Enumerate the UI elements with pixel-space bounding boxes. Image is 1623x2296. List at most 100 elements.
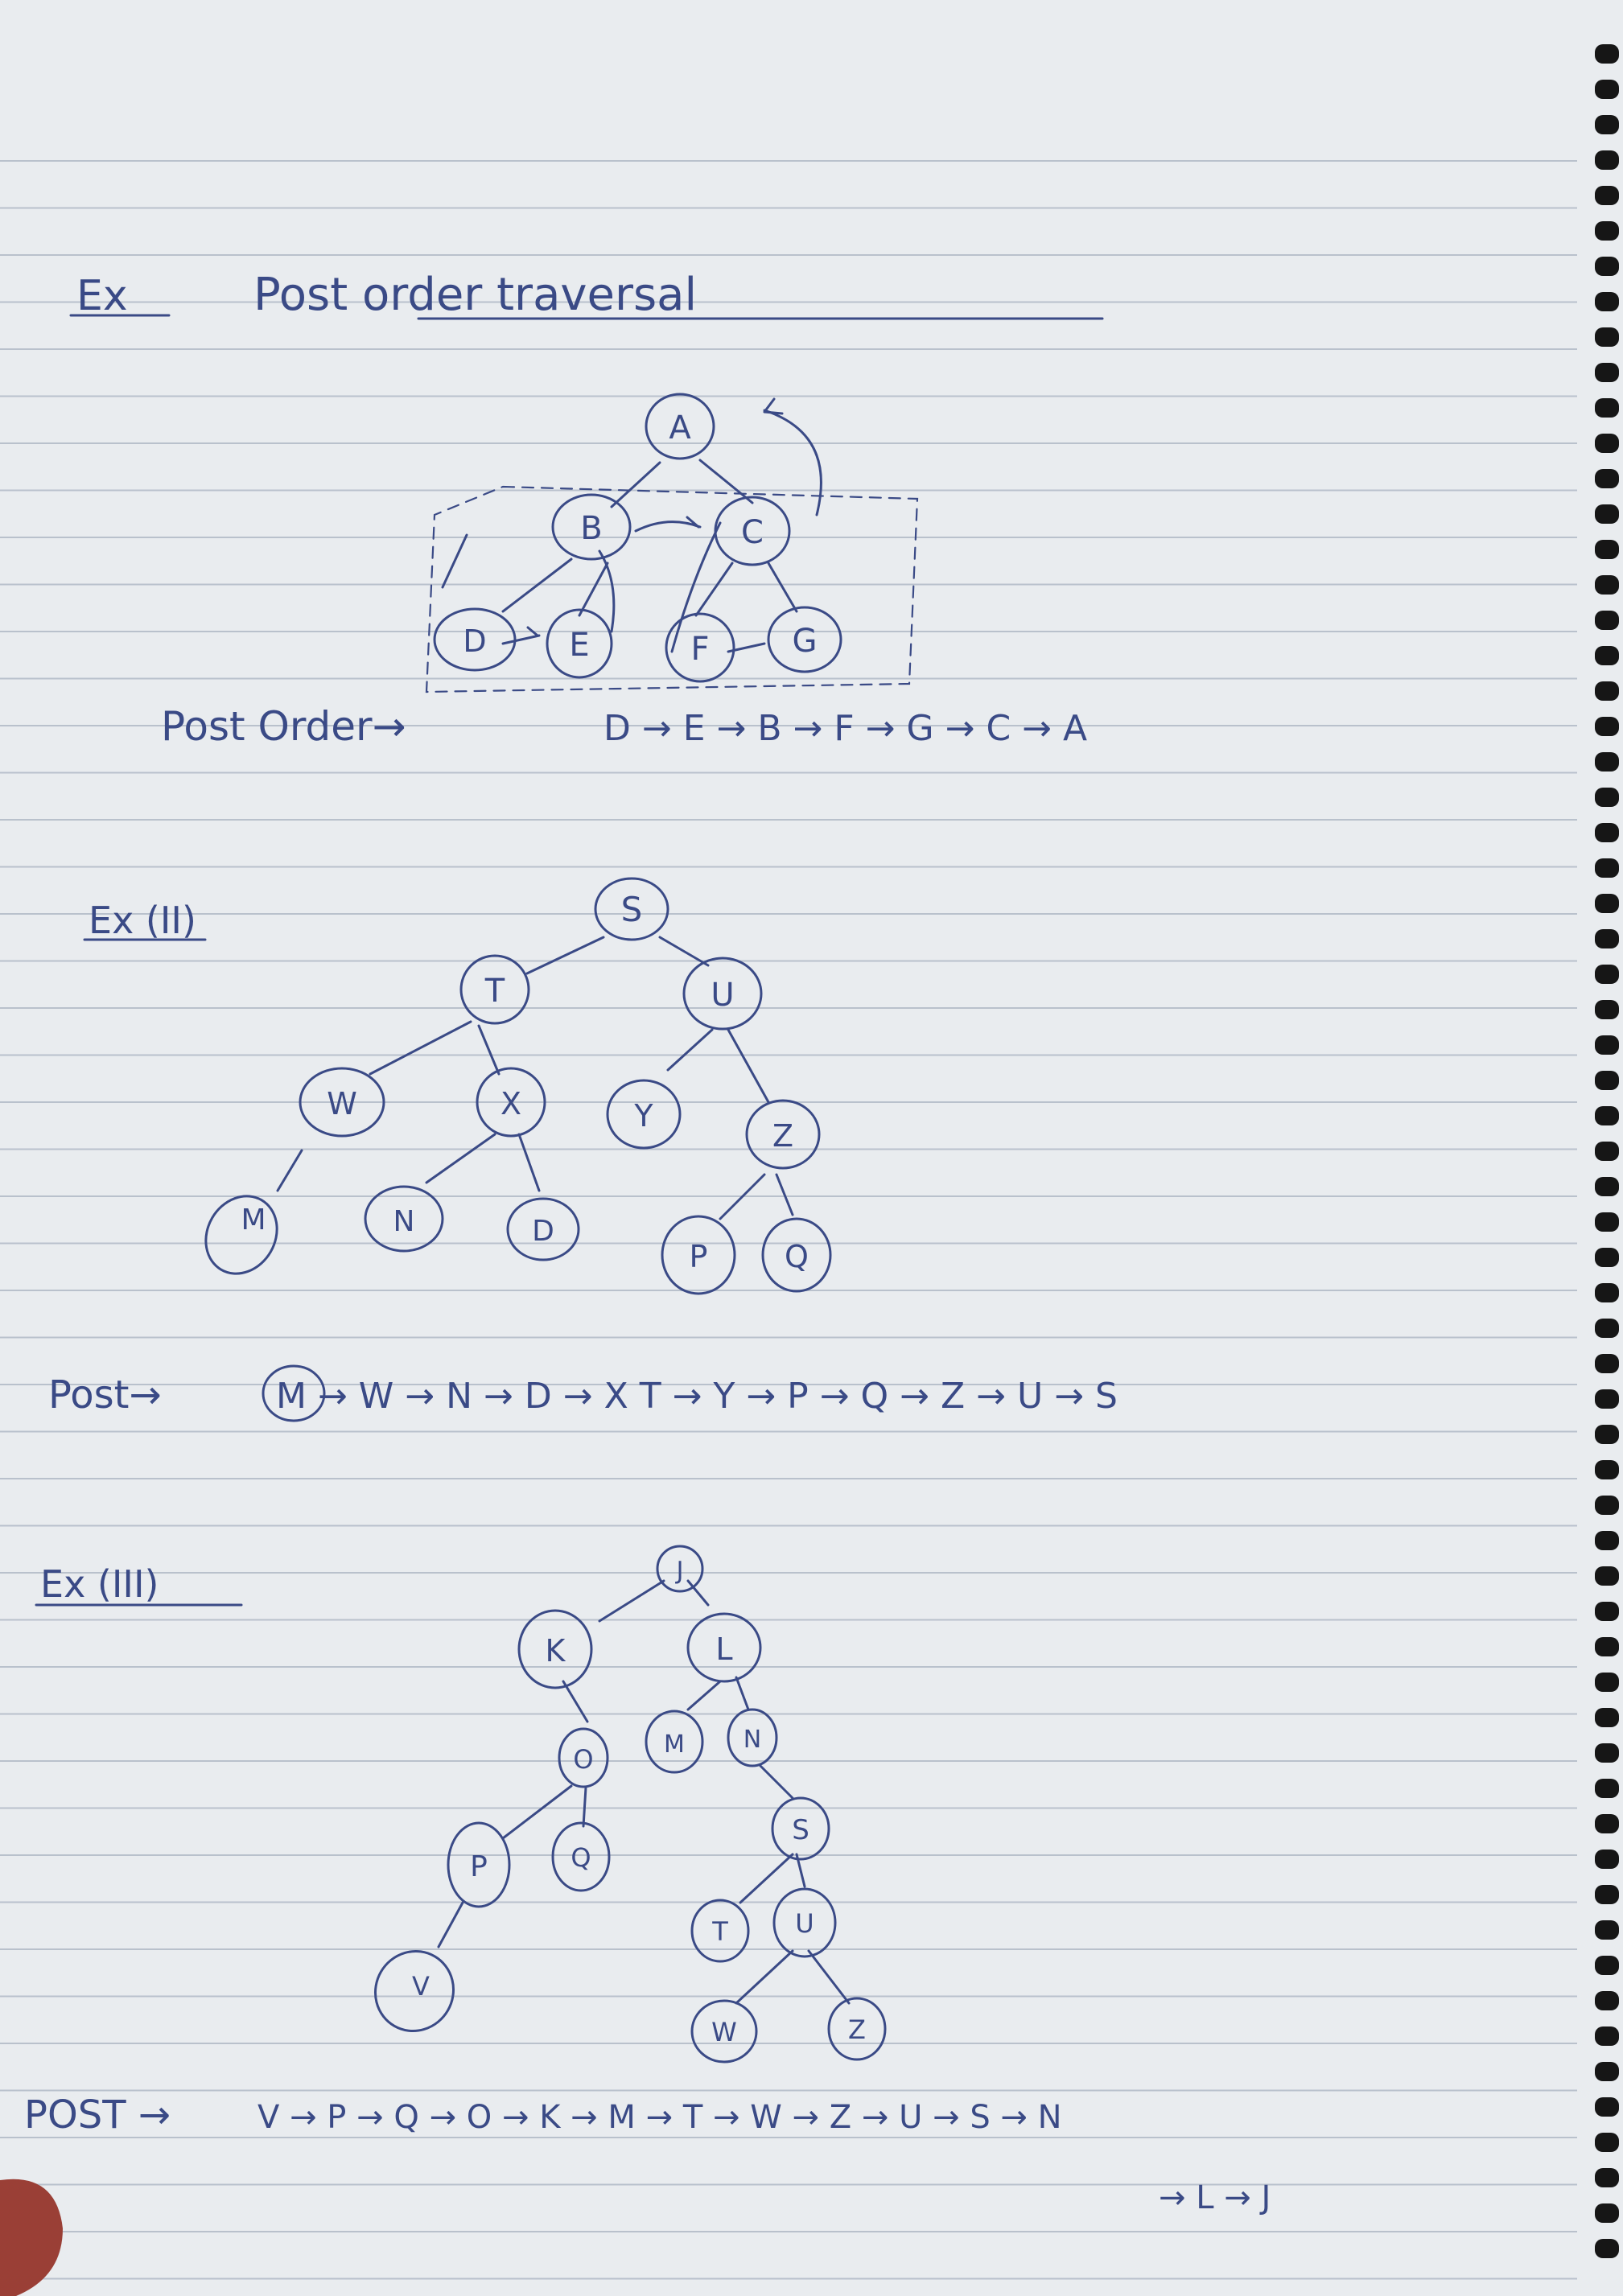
traversal-3-label: POST → xyxy=(24,2092,171,2138)
tree3-node-z: Z xyxy=(827,1997,887,2061)
spiral-hole xyxy=(1595,1566,1619,1586)
spiral-hole xyxy=(1595,1637,1619,1656)
svg-text:P: P xyxy=(470,1850,488,1883)
spiral-hole xyxy=(1595,717,1619,736)
tree1-node-d: D xyxy=(433,607,517,672)
spiral-hole xyxy=(1595,788,1619,807)
spiral-hole xyxy=(1595,2239,1619,2258)
svg-text:L: L xyxy=(715,1631,732,1667)
spiral-hole xyxy=(1595,1496,1619,1515)
tree2-node-z: Z xyxy=(745,1099,821,1170)
tree1-node-e: E xyxy=(546,608,613,679)
tree3-node-l: L xyxy=(686,1612,762,1683)
spiral-hole xyxy=(1595,1106,1619,1125)
spiral-hole xyxy=(1595,221,1619,241)
tree3-node-k: K xyxy=(517,1609,593,1689)
tree3-node-u: U xyxy=(772,1887,837,1958)
spiral-hole xyxy=(1595,1248,1619,1267)
svg-text:P: P xyxy=(690,1239,708,1274)
tree2-node-x: X xyxy=(476,1067,546,1138)
spiral-hole xyxy=(1595,611,1619,630)
spiral-hole xyxy=(1595,965,1619,984)
tree3-node-t: T xyxy=(690,1899,750,1963)
spiral-hole xyxy=(1595,575,1619,595)
tree3-node-p: P xyxy=(447,1821,511,1908)
traversal-3-sequence: V → P → Q → O → K → M → T → W → Z → U → … xyxy=(257,2099,1062,2136)
spiral-hole xyxy=(1595,894,1619,913)
tree3-node-s: S xyxy=(771,1796,830,1861)
spiral-hole xyxy=(1595,1673,1619,1692)
tree3-node-j: J xyxy=(656,1545,704,1593)
spiral-hole xyxy=(1595,257,1619,276)
tree2-node-d: D xyxy=(506,1197,580,1261)
svg-text:T: T xyxy=(711,1916,728,1947)
svg-text:Z: Z xyxy=(772,1118,793,1154)
tree1-node-c: C xyxy=(714,496,791,566)
svg-text:S: S xyxy=(792,1814,809,1846)
spiral-hole xyxy=(1595,1283,1619,1302)
traversal-3-sequence-cont: → L → J xyxy=(1159,2179,1271,2216)
spiral-hole xyxy=(1595,2026,1619,2046)
spiral-hole xyxy=(1595,2168,1619,2187)
spiral-hole xyxy=(1595,186,1619,205)
svg-text:D: D xyxy=(463,623,486,659)
svg-text:U: U xyxy=(711,977,734,1014)
spiral-hole xyxy=(1595,1035,1619,1055)
spiral-hole xyxy=(1595,2203,1619,2223)
heading-prefix: Ex xyxy=(76,272,128,320)
spiral-hole xyxy=(1595,1956,1619,1975)
spiral-hole xyxy=(1595,1425,1619,1444)
tree-example-1: A B C D E F G xyxy=(425,393,919,693)
tree3-node-n: N xyxy=(727,1708,778,1767)
tree-example-2: S T U W X Y Z M N D P Q xyxy=(204,877,832,1295)
spiral-hole xyxy=(1595,398,1619,418)
svg-text:F: F xyxy=(690,631,709,668)
traversal-example-1: Post Order→ D → E → B → F → G → C → A xyxy=(161,703,1087,750)
tree2-node-p: P xyxy=(661,1215,736,1295)
spiral-hole xyxy=(1595,1885,1619,1904)
spiral-hole xyxy=(1595,1850,1619,1869)
svg-text:U: U xyxy=(795,1908,814,1939)
spiral-hole xyxy=(1595,1779,1619,1798)
svg-text:Q: Q xyxy=(785,1239,809,1274)
tree1-node-g: G xyxy=(767,606,842,673)
spiral-hole xyxy=(1595,1920,1619,1940)
svg-text:K: K xyxy=(546,1633,566,1669)
svg-text:Q: Q xyxy=(571,1842,591,1873)
spiral-hole xyxy=(1595,1177,1619,1196)
svg-text:G: G xyxy=(793,623,818,660)
svg-text:Ex (III): Ex (III) xyxy=(40,1562,159,1606)
traversal-1-sequence: D → E → B → F → G → C → A xyxy=(603,708,1087,749)
spiral-hole xyxy=(1595,1071,1619,1090)
spiral-hole xyxy=(1595,1602,1619,1621)
tree1-node-a: A xyxy=(645,393,715,460)
spiral-hole xyxy=(1595,1460,1619,1479)
spiral-hole xyxy=(1595,1319,1619,1338)
svg-text:N: N xyxy=(393,1205,415,1238)
spiral-hole xyxy=(1595,681,1619,701)
tree2-node-y: Y xyxy=(606,1079,682,1150)
spiral-hole xyxy=(1595,80,1619,99)
spiral-hole xyxy=(1595,929,1619,948)
tree2-node-m: M xyxy=(204,1195,278,1275)
tree3-node-w: W xyxy=(690,1999,758,2064)
svg-text:S: S xyxy=(621,890,643,929)
tree1-node-f: F xyxy=(665,612,735,683)
svg-text:A: A xyxy=(669,409,691,446)
spiral-hole xyxy=(1595,44,1619,64)
svg-text:W: W xyxy=(327,1086,357,1121)
traversal-2-first-circle xyxy=(262,1364,326,1422)
spiral-hole xyxy=(1595,752,1619,772)
svg-text:E: E xyxy=(569,627,589,664)
svg-text:B: B xyxy=(580,510,602,547)
spiral-hole xyxy=(1595,1142,1619,1161)
svg-text:X: X xyxy=(500,1086,521,1121)
example-2-label: Ex (II) xyxy=(83,899,207,942)
svg-text:J: J xyxy=(675,1557,684,1585)
tree-example-3: J K L O M N P Q S V T U W Z xyxy=(373,1545,887,2064)
spiral-hole xyxy=(1595,540,1619,559)
tree2-node-s: S xyxy=(594,877,669,941)
svg-text:Y: Y xyxy=(633,1098,653,1134)
svg-text:C: C xyxy=(741,514,764,551)
